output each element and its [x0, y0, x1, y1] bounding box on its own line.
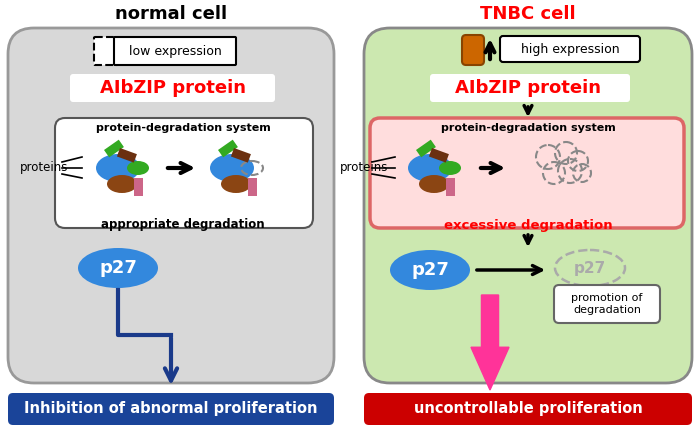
- Text: Inhibition of abnormal proliferation: Inhibition of abnormal proliferation: [25, 401, 318, 416]
- Ellipse shape: [78, 248, 158, 288]
- Text: proteins: proteins: [340, 161, 388, 175]
- Text: appropriate degradation: appropriate degradation: [102, 217, 265, 231]
- Bar: [416, 140, 436, 158]
- Text: TNBC cell: TNBC cell: [480, 5, 576, 23]
- Text: proteins: proteins: [20, 161, 69, 175]
- Ellipse shape: [439, 161, 461, 175]
- Ellipse shape: [127, 161, 149, 175]
- Bar: [231, 148, 251, 163]
- FancyBboxPatch shape: [8, 28, 334, 383]
- FancyBboxPatch shape: [70, 74, 275, 102]
- FancyBboxPatch shape: [364, 28, 692, 383]
- FancyBboxPatch shape: [370, 118, 684, 228]
- FancyBboxPatch shape: [462, 35, 484, 65]
- Text: uncontrollable proliferation: uncontrollable proliferation: [414, 401, 643, 416]
- FancyBboxPatch shape: [500, 36, 640, 62]
- Text: protein-degradation system: protein-degradation system: [96, 123, 270, 133]
- FancyBboxPatch shape: [55, 118, 313, 228]
- Bar: [248, 178, 257, 196]
- Text: p27: p27: [99, 259, 137, 277]
- Text: promotion of
degradation: promotion of degradation: [571, 293, 643, 315]
- Ellipse shape: [210, 154, 254, 182]
- FancyBboxPatch shape: [430, 74, 630, 102]
- Ellipse shape: [107, 175, 137, 193]
- Text: excessive degradation: excessive degradation: [444, 219, 612, 232]
- Text: AIbZIP protein: AIbZIP protein: [100, 79, 246, 97]
- Ellipse shape: [221, 175, 251, 193]
- Ellipse shape: [419, 175, 449, 193]
- Text: low expression: low expression: [129, 45, 221, 57]
- Ellipse shape: [390, 250, 470, 290]
- Text: protein-degradation system: protein-degradation system: [440, 123, 615, 133]
- FancyBboxPatch shape: [94, 37, 118, 65]
- Text: AIbZIP protein: AIbZIP protein: [455, 79, 601, 97]
- Bar: [446, 178, 455, 196]
- FancyBboxPatch shape: [364, 393, 692, 425]
- Text: p27: p27: [574, 261, 606, 276]
- Polygon shape: [471, 295, 509, 390]
- Text: p27: p27: [411, 261, 449, 279]
- Bar: [218, 140, 238, 158]
- FancyBboxPatch shape: [114, 37, 236, 65]
- Bar: [134, 178, 143, 196]
- Bar: [104, 140, 124, 158]
- Ellipse shape: [96, 154, 140, 182]
- Bar: [429, 148, 449, 163]
- Bar: [117, 148, 137, 163]
- Text: high expression: high expression: [521, 42, 620, 56]
- FancyBboxPatch shape: [8, 393, 334, 425]
- Text: normal cell: normal cell: [115, 5, 227, 23]
- FancyBboxPatch shape: [554, 285, 660, 323]
- Ellipse shape: [408, 154, 452, 182]
